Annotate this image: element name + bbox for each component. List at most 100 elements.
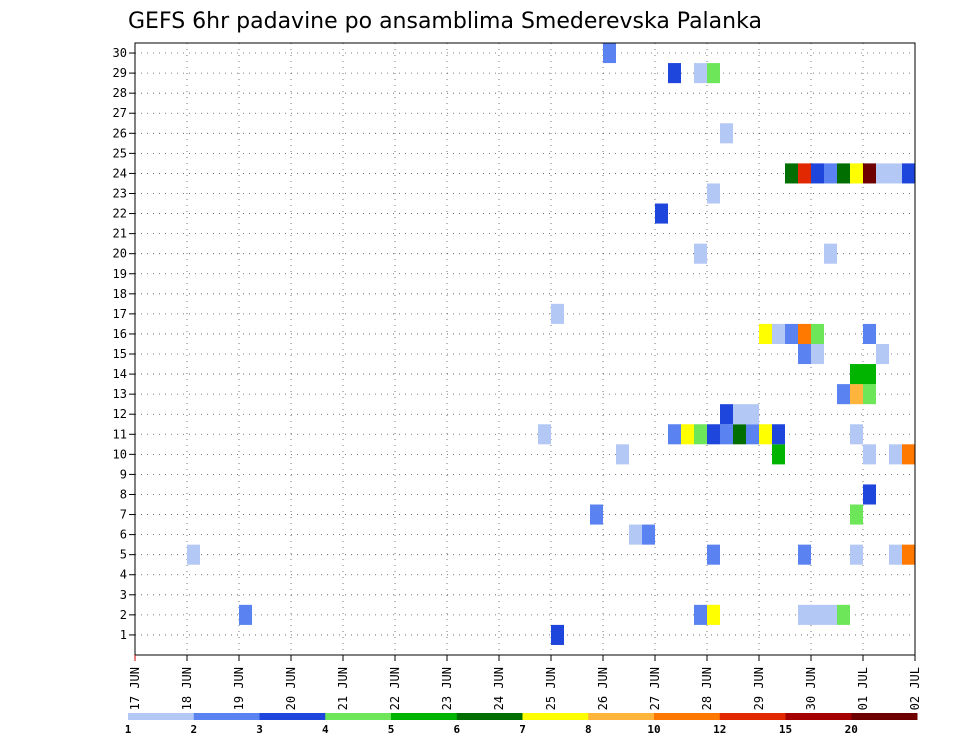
y-tick-label: 6 xyxy=(120,528,127,542)
heatmap-cell xyxy=(824,243,837,264)
heatmap-cell xyxy=(239,604,252,625)
legend-swatch xyxy=(851,713,918,720)
heatmap-cell xyxy=(902,444,915,465)
heatmap-cell xyxy=(694,63,707,84)
y-tick-label: 12 xyxy=(113,407,127,421)
heatmap-cell xyxy=(863,364,876,385)
legend-swatch xyxy=(719,713,786,720)
heatmap-cell xyxy=(707,63,720,84)
legend-swatch xyxy=(325,713,392,720)
heatmap-cell xyxy=(863,484,876,505)
x-tick-label: 25 JUN xyxy=(544,667,558,710)
heatmap-cell xyxy=(824,163,837,184)
x-tick-label: 19 JUN xyxy=(232,667,246,710)
legend-label: 15 xyxy=(779,723,792,736)
legend-label: 2 xyxy=(190,723,197,736)
x-tick-label: 26 JUN xyxy=(596,667,610,710)
heatmap-cell xyxy=(785,323,798,344)
heatmap-cell xyxy=(798,544,811,565)
heatmap-cell xyxy=(590,504,603,525)
x-axis: 17 JUN 18 JUN 19 JUN 20 JUN 21 JUN 22 JUN 23 J… xyxy=(128,655,922,710)
heatmap-cell xyxy=(694,424,707,445)
heatmap-cell xyxy=(707,424,720,445)
heatmap-cell xyxy=(876,343,889,365)
heatmap-cells xyxy=(187,43,915,645)
legend-swatch xyxy=(785,713,852,720)
heatmap-cell xyxy=(902,544,915,565)
y-tick-label: 9 xyxy=(120,467,127,481)
legend-swatch xyxy=(391,713,458,720)
x-tick-label: 24 JUN xyxy=(492,667,506,710)
y-tick-label: 10 xyxy=(113,447,127,461)
heatmap-cell xyxy=(863,323,876,344)
legend-label: 5 xyxy=(388,723,395,736)
color-legend: 1 2 3 4 5 6 7 8 10 12 15 20 xyxy=(125,713,918,736)
heatmap-cell xyxy=(889,544,902,565)
heatmap-cell xyxy=(694,604,707,625)
heatmap-cell xyxy=(551,303,564,324)
heatmap-cell xyxy=(837,384,850,405)
x-tick-label: 27 JUN xyxy=(648,667,662,710)
heatmap-cell xyxy=(798,163,811,184)
x-tick-label: 22 JUN xyxy=(388,667,402,710)
y-tick-label: 3 xyxy=(120,588,127,602)
heatmap-cell xyxy=(824,604,837,625)
legend-label: 20 xyxy=(845,723,858,736)
heatmap-cell xyxy=(811,604,824,625)
heatmap-cell xyxy=(837,163,850,184)
heatmap-cell xyxy=(850,364,863,385)
heatmap-cell xyxy=(668,63,681,84)
y-tick-label: 26 xyxy=(113,126,127,140)
heatmap-cell xyxy=(746,424,759,445)
heatmap-cell xyxy=(850,504,863,525)
x-tick-label: 18 JUN xyxy=(180,667,194,710)
plot-frame xyxy=(134,42,916,656)
y-tick-label: 4 xyxy=(120,568,127,582)
heatmap-cell xyxy=(707,544,720,565)
heatmap-cell xyxy=(707,183,720,204)
legend-swatch xyxy=(588,713,655,720)
heatmap-cell xyxy=(772,323,785,344)
y-tick-label: 23 xyxy=(113,186,127,200)
y-axis: 1234567891011121314151617181920212223242… xyxy=(113,46,135,642)
y-tick-label: 25 xyxy=(113,146,127,160)
heatmap-cell xyxy=(642,524,655,545)
legend-swatch xyxy=(193,713,260,720)
y-tick-label: 17 xyxy=(113,307,127,321)
heatmap-cell xyxy=(811,323,824,344)
heatmap-cell xyxy=(629,524,642,545)
legend-label: 4 xyxy=(322,723,329,736)
y-tick-label: 2 xyxy=(120,608,127,622)
heatmap-cell xyxy=(798,343,811,365)
y-tick-label: 28 xyxy=(113,86,127,100)
legend-swatch xyxy=(259,713,326,720)
heatmap-cell xyxy=(798,323,811,344)
legend-swatch xyxy=(456,713,523,720)
y-tick-label: 14 xyxy=(113,367,127,381)
legend-swatch xyxy=(128,713,195,720)
heatmap-cell xyxy=(759,424,772,445)
heatmap-cell xyxy=(616,444,629,465)
y-tick-label: 5 xyxy=(120,548,127,562)
y-tick-label: 27 xyxy=(113,106,127,120)
heatmap-cell xyxy=(811,163,824,184)
heatmap-cell xyxy=(603,43,616,64)
heatmap-cell xyxy=(889,444,902,465)
y-tick-label: 21 xyxy=(113,227,127,241)
heatmap-cell xyxy=(551,624,564,645)
y-tick-label: 29 xyxy=(113,66,127,80)
heatmap-cell xyxy=(668,424,681,445)
heatmap-cell xyxy=(811,343,824,365)
heatmap-cell xyxy=(850,384,863,405)
heatmap-cell xyxy=(694,243,707,264)
heatmap-cell xyxy=(863,384,876,405)
y-tick-label: 22 xyxy=(113,207,127,221)
heatmap-cell xyxy=(772,444,785,465)
heatmap-cell xyxy=(759,323,772,344)
x-tick-label: 21 JUN xyxy=(336,667,350,710)
heatmap-cell xyxy=(720,404,733,425)
heatmap-cell xyxy=(902,163,915,184)
legend-label: 10 xyxy=(647,723,660,736)
legend-label: 12 xyxy=(713,723,726,736)
